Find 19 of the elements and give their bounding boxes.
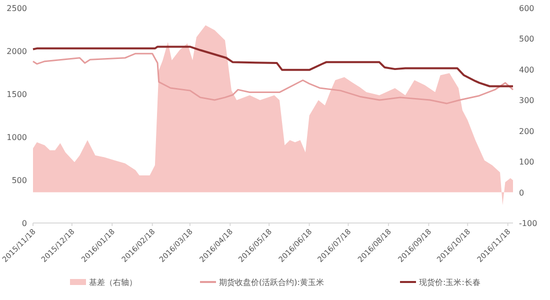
y2-tick-label: 200 [519, 126, 534, 136]
y2-tick-label: 0 [519, 188, 524, 198]
line-series [32, 52, 514, 104]
y-tick-label: 1500 [6, 90, 27, 99]
y-tick-label: 2000 [6, 47, 27, 56]
y-tick-label: 2500 [6, 4, 27, 13]
y2-tick-label: 500 [519, 34, 534, 44]
y-tick-label: 1000 [6, 133, 27, 142]
y2-tick-label: 600 [519, 4, 534, 13]
y2-tick-label: -100 [519, 219, 538, 228]
legend-label: 期货收盘价(活跃合约):黄玉米 [219, 278, 324, 287]
y-tick-label: 500 [12, 176, 27, 185]
y2-tick-label: 300 [519, 96, 534, 106]
y2-tick-label: 100 [519, 158, 534, 167]
y2-tick-label: 400 [519, 65, 534, 74]
y-tick-label: 0 [22, 219, 27, 228]
legend-label: 基差（右轴） [89, 278, 137, 287]
legend-label: 现货价:玉米:长春 [419, 278, 480, 287]
line-series [32, 46, 514, 88]
